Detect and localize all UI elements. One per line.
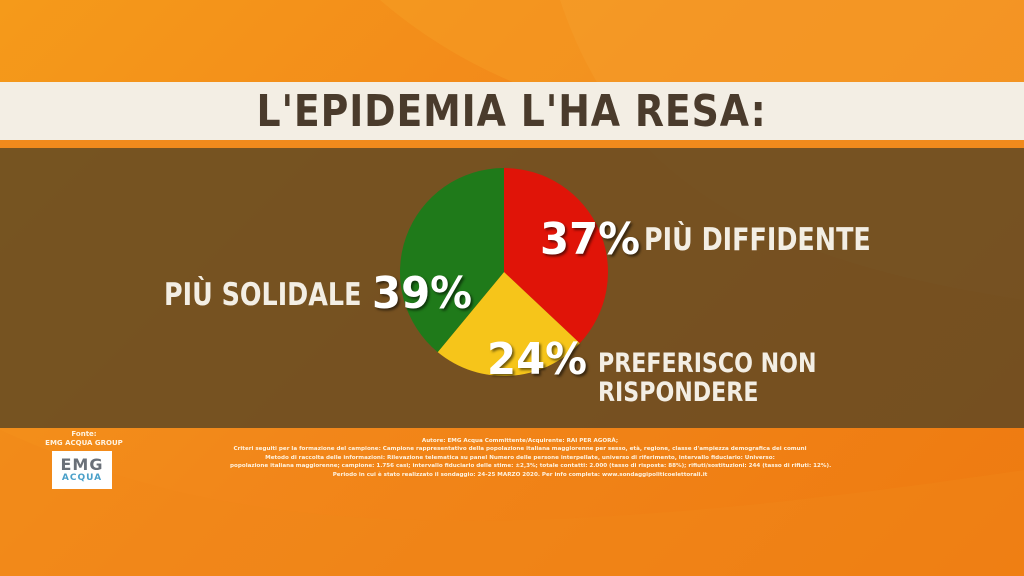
chart-panel: 37% 24% 39% PIÙ DIFFIDENTE PREFERISCO NO… xyxy=(0,148,1024,428)
pie-slice-solidale xyxy=(400,168,504,353)
pie-label-preferisco-line1: PREFERISCO NON xyxy=(598,348,817,379)
note-line: Periodo in cui è stato realizzato il son… xyxy=(332,471,708,478)
pie-chart xyxy=(400,168,609,376)
pie-value-preferisco: 24% xyxy=(487,334,588,385)
source-block: Fonte: EMG ACQUA GROUP xyxy=(44,430,124,448)
note-line: Criteri seguiti per la formazione del ca… xyxy=(233,446,807,453)
pie-slice-diffidente xyxy=(504,168,609,344)
note-line: Metodo di raccolta delle informazioni: R… xyxy=(265,454,775,461)
source-label: Fonte: xyxy=(71,430,97,438)
note-line: Autore: EMG Acqua Committente/Acquirente… xyxy=(421,438,619,444)
emg-logo: EMG ACQUA xyxy=(52,451,112,489)
note-line: popolazione italiana maggiorenne; campio… xyxy=(230,463,832,470)
logo-main-text: EMG xyxy=(60,455,104,474)
title-underline xyxy=(0,140,1024,148)
source-name: EMG ACQUA GROUP xyxy=(45,439,123,447)
pie-value-solidale: 39% xyxy=(372,268,473,319)
pie-label-preferisco-line2: RISPONDERE xyxy=(598,377,759,408)
title-band: L'EPIDEMIA L'HA RESA: xyxy=(0,82,1024,140)
pie-label-solidale: PIÙ SOLIDALE xyxy=(164,277,362,313)
pie-label-diffidente: PIÙ DIFFIDENTE xyxy=(644,222,871,258)
pie-slice-preferisco xyxy=(437,272,580,376)
methodology-notes: Autore: EMG Acqua Committente/Acquirente… xyxy=(230,437,832,479)
page-title: L'EPIDEMIA L'HA RESA: xyxy=(256,85,768,137)
logo-sub-text: ACQUA xyxy=(61,473,103,483)
pie-value-diffidente: 37% xyxy=(540,214,641,265)
